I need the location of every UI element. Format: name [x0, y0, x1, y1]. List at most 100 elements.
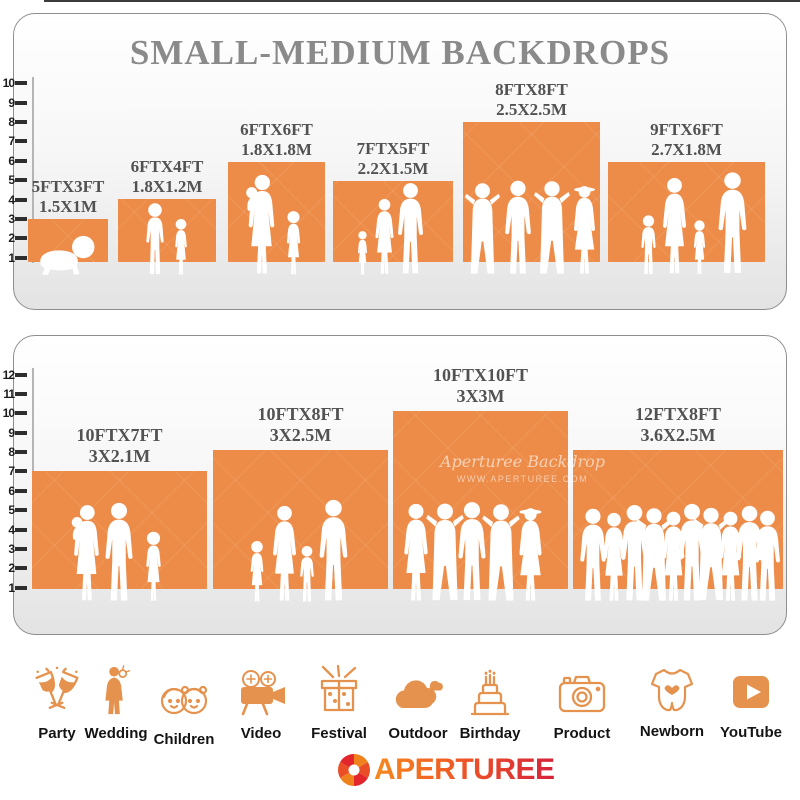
- ruler-tick-mark: [15, 139, 27, 143]
- ruler-tick-mark: [15, 411, 27, 415]
- size-ft: 5FTX3FT: [31, 177, 105, 196]
- category-wedding: Wedding: [70, 664, 162, 742]
- top-edge-line: [44, 0, 800, 2]
- ruler-tick: 6: [0, 154, 27, 168]
- ruler-tick: 7: [0, 464, 27, 478]
- backdrop-size-label: 7FTX5FT 2.2X1.5M: [313, 139, 473, 179]
- page-title: SMALL-MEDIUM BACKDROPS: [129, 33, 671, 72]
- product-icon: [558, 675, 606, 713]
- children-icon: [160, 685, 208, 715]
- watermark-url: WWW.APERTUREE.COM: [456, 474, 589, 484]
- silhouette-man: [100, 502, 138, 603]
- ruler-tick-mark: [15, 120, 27, 124]
- ruler-tick-mark: [15, 217, 27, 221]
- aperture-icon: [338, 754, 370, 786]
- size-m: 3X3M: [456, 386, 505, 406]
- size-m: 3.6X2.5M: [640, 425, 716, 445]
- category-label: Video: [240, 725, 282, 742]
- ruler-tick: 5: [0, 503, 27, 517]
- category-outdoor: Outdoor: [372, 664, 464, 742]
- category-festival: Festival: [293, 664, 385, 742]
- ruler-tick: 8: [0, 115, 27, 129]
- size-ft: 7FTX5FT: [356, 139, 430, 158]
- backdrop-size-label: 9FTX6FT 2.7X1.8M: [588, 120, 785, 160]
- ruler-tick: 10: [0, 76, 27, 90]
- silhouette-man: [713, 171, 752, 276]
- ruler-tick-label: 11: [3, 387, 15, 401]
- ruler-tick-label: 7: [8, 134, 15, 148]
- backdrop-10x8ft: [213, 450, 388, 589]
- brand-logo-text: APERTUREE: [374, 753, 555, 786]
- silhouette-toddler: [354, 230, 371, 276]
- category-newborn: Newborn: [626, 664, 718, 740]
- size-ft: 12FTX8FT: [634, 404, 721, 424]
- category-label: Birthday: [459, 725, 521, 742]
- backdrop-size-label: 5FTX3FT 1.5X1M: [8, 177, 128, 217]
- silhouette-man: [750, 510, 785, 603]
- ruler-tick-mark: [15, 489, 27, 493]
- backdrop-7x5ft: [333, 181, 453, 262]
- size-m: 1.8X1.2M: [131, 177, 203, 196]
- category-label: YouTube: [720, 724, 782, 741]
- category-label: Children: [153, 731, 215, 748]
- size-ft: 6FTX6FT: [240, 120, 313, 139]
- size-m: 2.5X2.5M: [496, 100, 567, 119]
- backdrop-size-label: 10FTX8FT 3X2.5M: [193, 404, 408, 446]
- ruler-tick-label: 10: [2, 76, 15, 90]
- size-m: 2.7X1.8M: [651, 140, 722, 159]
- backdrop-size-label: 6FTX6FT 1.8X1.8M: [208, 120, 345, 160]
- ruler-tick-label: 6: [8, 484, 15, 498]
- watermark-script: Aperturee Backdrop: [439, 452, 606, 471]
- ruler-tick: 10: [0, 406, 27, 420]
- backdrop-size-label: 6FTX4FT 1.8X1.2M: [98, 157, 236, 197]
- category-label: Newborn: [639, 723, 705, 740]
- category-label: Product: [553, 725, 611, 742]
- ruler-tick: 2: [0, 561, 27, 575]
- wedding-icon: [105, 665, 131, 715]
- category-video: Video: [215, 664, 307, 742]
- size-ft: 6FTX4FT: [130, 157, 204, 176]
- size-ft: 10FTX7FT: [76, 425, 163, 445]
- ruler-tick: 11: [0, 387, 27, 401]
- ruler-tick-mark: [15, 198, 27, 202]
- ruler-tick-mark: [15, 256, 27, 260]
- brand-logo: APERTUREE: [336, 752, 555, 788]
- category-birthday: Birthday: [444, 664, 536, 742]
- ruler-tick-mark: [15, 159, 27, 163]
- category-label: Outdoor: [388, 725, 448, 742]
- ruler-tick-label: 7: [8, 464, 15, 478]
- size-m: 1.5X1M: [38, 197, 98, 216]
- ruler-tick-mark: [15, 392, 27, 396]
- ruler-tick: 12: [0, 368, 27, 382]
- birthday-icon: [470, 669, 510, 716]
- ruler-tick: 6: [0, 484, 27, 498]
- ruler-axis-top: [32, 77, 34, 263]
- silhouette-man-arms-up: [461, 182, 504, 276]
- ruler-tick-label: 9: [8, 96, 15, 110]
- youtube-icon: [733, 676, 769, 708]
- ruler-tick: 4: [0, 523, 27, 537]
- video-icon: [241, 670, 285, 716]
- ruler-tick-mark: [15, 566, 27, 570]
- ruler-tick-mark: [15, 508, 27, 512]
- silhouette-woman-hat: [563, 183, 606, 276]
- backdrop-6x4ft: [118, 199, 216, 262]
- backdrop-6x6ft: [228, 162, 325, 262]
- backdrop-size-label: 8FTX8FT 2.5X2.5M: [443, 80, 620, 120]
- ruler-tick-label: 6: [8, 154, 15, 168]
- festival-icon: [320, 664, 358, 712]
- category-label: Party: [38, 725, 76, 742]
- ruler-tick-mark: [15, 450, 27, 454]
- ruler-tick-mark: [15, 547, 27, 551]
- category-youtube: YouTube: [705, 664, 797, 741]
- category-label: Festival: [311, 725, 367, 742]
- ruler-tick: 9: [0, 96, 27, 110]
- category-label: Wedding: [84, 725, 148, 742]
- size-m: 3X2.1M: [88, 446, 151, 466]
- ruler-tick-label: 1: [8, 251, 15, 265]
- ruler-tick: 1: [0, 581, 27, 595]
- ruler-tick: 4: [0, 193, 27, 207]
- ruler-tick-label: 10: [2, 406, 15, 420]
- backdrop-size-label: 10FTX7FT 3X2.1M: [12, 425, 227, 467]
- ruler-tick: 3: [0, 212, 27, 226]
